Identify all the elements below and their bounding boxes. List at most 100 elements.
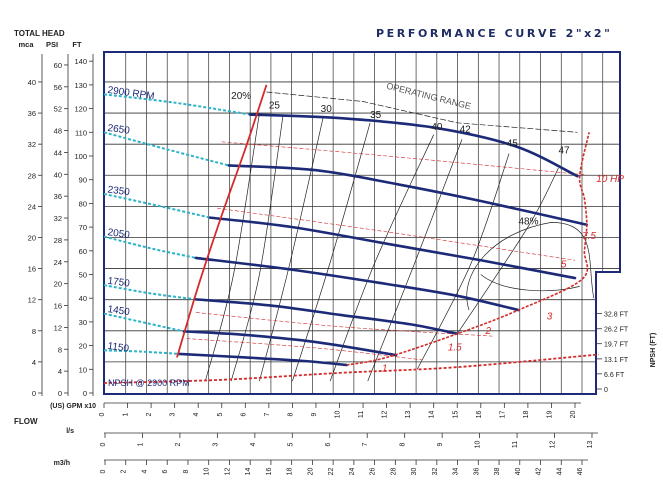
y-tick-label: 40 [54,170,62,179]
x-tick-label: 13 [405,411,412,419]
x-tick-label: 9 [437,442,444,446]
x-tick-label: 4 [141,469,148,473]
x-axis-unit: m3/h [54,460,70,467]
x-tick-label: 15 [452,411,459,419]
y-tick-label: 12 [28,296,36,305]
x-tick-label: 18 [523,411,530,419]
y-tick-label: 40 [28,78,36,87]
y-tick-label: 50 [79,271,87,280]
x-tick-label: 8 [287,412,294,416]
npsh-curve-label: NPSH @ 2900 RPM [108,378,190,388]
y-tick-label: 16 [28,265,36,274]
speed-label: 2050 [107,227,131,241]
speed-curve-dashed [103,349,180,355]
npsh-tick-label: 0 [604,387,608,394]
y-tick-label: 100 [74,152,87,161]
y-tick-label: 0 [32,389,36,398]
x-tick-label: 9 [311,412,318,416]
x-tick-label: 30 [411,468,418,476]
x-tick-label: 6 [325,442,332,446]
x-tick-label: 3 [170,412,177,416]
y-tick-label: 24 [28,202,36,211]
x-tick-label: 12 [550,441,557,449]
y-tick-label: 40 [79,294,87,303]
power-label: 7.5 [582,231,596,242]
x-tick-label: 12 [382,411,389,419]
efficiency-curve [292,122,371,382]
y-tick-label: 30 [79,318,87,327]
x-tick-label: 4 [193,412,200,416]
efficiency-label: 42 [460,124,472,135]
power-guide-line [186,338,422,361]
speed-label: 1750 [107,276,131,290]
x-tick-label: 28 [390,468,397,476]
x-tick-label: 6 [240,412,247,416]
x-tick-label: 7 [264,412,271,416]
npsh-tick-label: 6.6 FT [604,372,625,379]
efficiency-label: 47 [559,146,571,157]
y-axis-title: TOTAL HEAD [14,29,65,38]
y-tick-label: 8 [32,327,36,336]
efficiency-curve [367,139,463,382]
x-tick-label: 12 [224,468,231,476]
efficiency-label: 40 [431,122,443,133]
x-tick-label: 11 [358,411,365,418]
x-tick-label: 2 [175,442,182,446]
x-tick-label: 32 [432,468,439,476]
power-label: 2 [485,326,492,337]
x-tick-label: 8 [400,442,407,446]
x-tick-label: 0 [100,469,107,473]
x-axis-unit: l/s [66,428,74,435]
x-tick-label: 2 [146,412,153,416]
y-tick-label: 44 [54,148,62,157]
head-curve [194,256,520,312]
x-tick-label: 20 [307,468,314,476]
x-tick-label: 42 [536,468,543,476]
npsh-tick-label: 19.7 FT [604,342,629,349]
x-tick-label: 26 [370,468,377,476]
speed-curve-dashed [103,192,211,219]
y-tick-label: 48 [54,127,62,136]
x-tick-label: 14 [245,468,252,476]
efficiency-curve [329,134,435,382]
y-tick-label: 52 [54,105,62,114]
y-tick-label: 10 [79,365,87,374]
x-tick-label: 0 [100,442,107,446]
y-tick-label: 8 [58,345,62,354]
y-tick-label: 4 [58,367,62,376]
y-tick-label: 24 [54,258,62,267]
y-tick-label: 120 [74,105,87,114]
x-tick-label: 10 [204,468,211,476]
y-tick-label: 28 [28,171,36,180]
y-axis-unit-ft: FT [72,40,82,49]
min-flow-line [176,84,268,358]
speed-label: 2350 [107,184,131,198]
x-tick-label: 1 [123,412,130,416]
y-axis-unit-psi: PSI [46,40,58,49]
head-curve [194,298,459,336]
efficiency-label: 25 [269,101,281,112]
head-curve [227,164,589,227]
npsh-curve [103,353,599,384]
x-tick-label: 2 [121,469,128,473]
head-curve [248,113,579,178]
efficiency-curve [259,118,324,382]
x-tick-label: 16 [266,468,273,476]
x-tick-label: 1 [137,442,144,446]
x-tick-label: 20 [570,411,577,419]
head-curve [182,330,398,357]
x-tick-label: 10 [335,411,342,419]
efficiency-label: 45 [507,139,519,150]
x-tick-label: 46 [577,468,584,476]
x-tick-label: 10 [475,441,482,449]
operating-range-boundary [266,91,578,133]
x-tick-label: 36 [473,468,480,476]
x-tick-label: 17 [499,411,506,419]
x-tick-label: 4 [250,442,257,446]
y-tick-label: 60 [79,247,87,256]
y-tick-label: 0 [83,389,87,398]
speed-curve-dashed [103,93,251,116]
x-tick-label: 14 [429,411,436,419]
y-tick-label: 20 [28,233,36,242]
